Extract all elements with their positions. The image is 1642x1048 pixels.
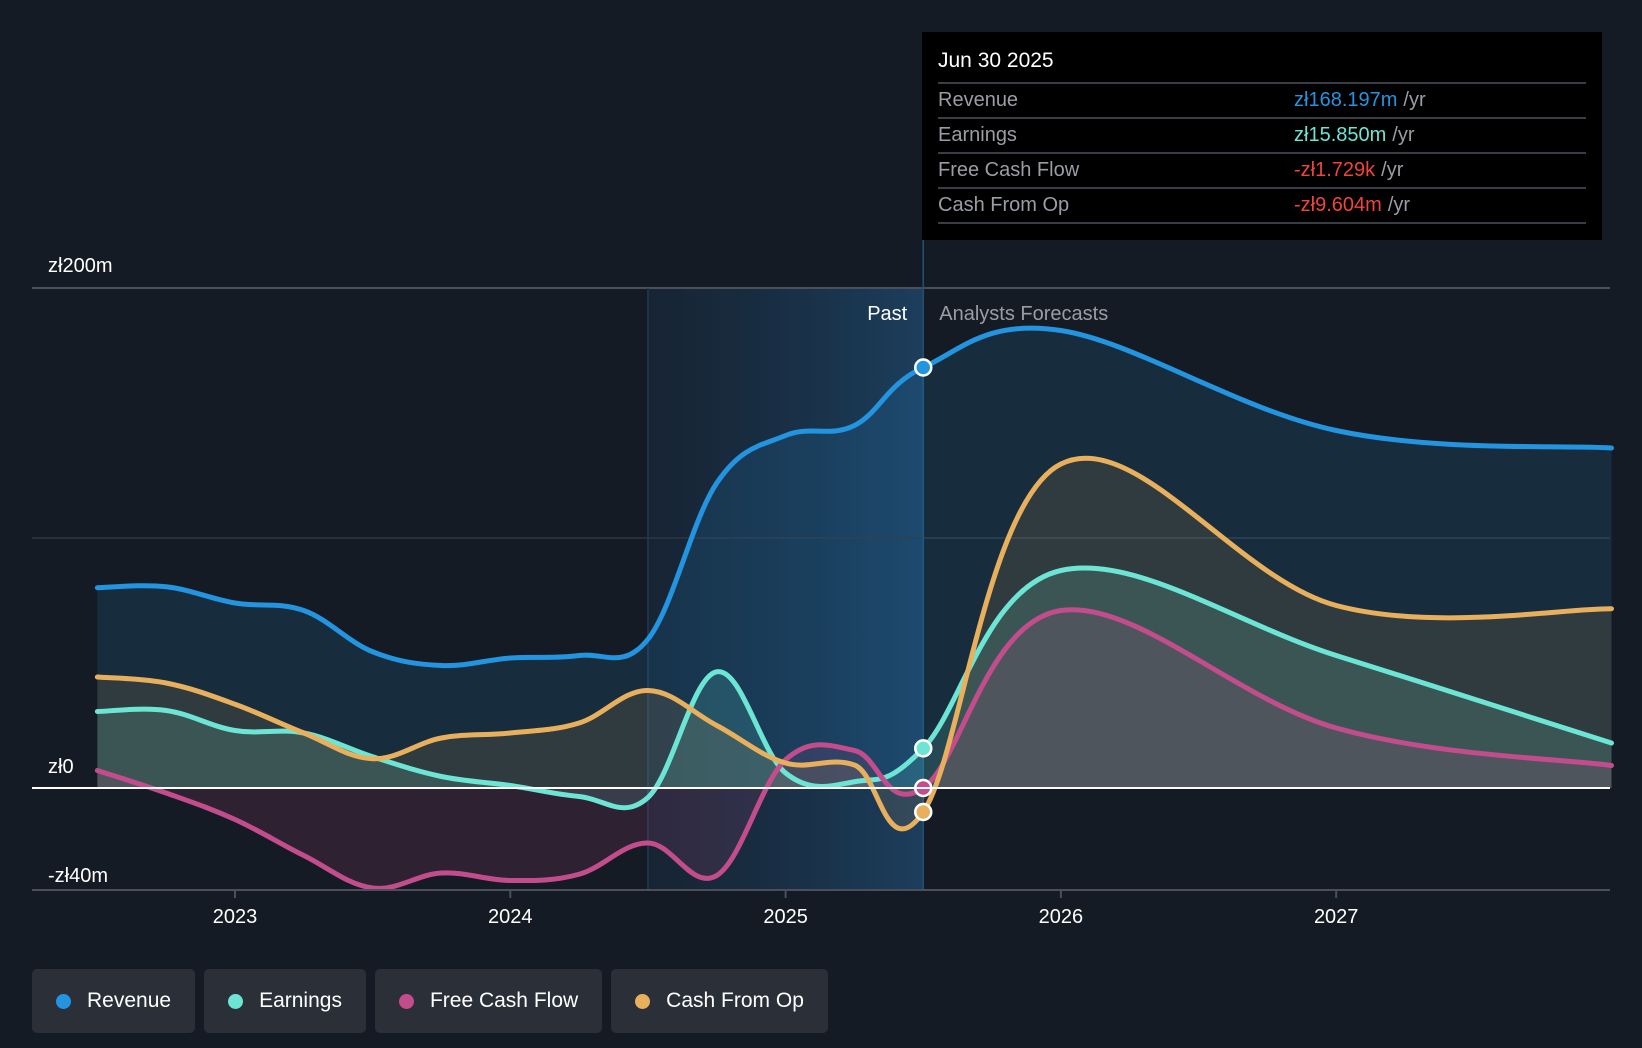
tooltip-value: -zł1.729k bbox=[1294, 159, 1376, 181]
earnings-dot-icon bbox=[228, 993, 244, 1009]
x-tick-label: 2025 bbox=[763, 906, 808, 928]
earnings-marker bbox=[914, 739, 933, 758]
free-cash-flow-line bbox=[94, 607, 1614, 891]
tooltip: Jun 30 2025 Revenue zł168.197m /yr Earni… bbox=[922, 32, 1602, 240]
revenue-dot-icon bbox=[56, 993, 71, 1009]
legend-label: Cash From Op bbox=[666, 989, 804, 1012]
tooltip-date: Jun 30 2025 bbox=[938, 46, 1586, 84]
legend-label: Free Cash Flow bbox=[429, 989, 579, 1012]
past-shade-region bbox=[647, 288, 924, 890]
legend-item-cash-from-op[interactable]: Cash From Op bbox=[611, 969, 828, 1033]
x-tick-label: 2023 bbox=[213, 906, 258, 928]
revenue-marker bbox=[914, 358, 933, 377]
tooltip-row-earnings: Earnings zł15.850m /yr bbox=[938, 119, 1586, 154]
revenue-line bbox=[94, 325, 1614, 669]
tooltip-label: Revenue bbox=[938, 89, 1019, 111]
free-cash-flow-dot-icon bbox=[398, 993, 414, 1009]
legend-label: Earnings bbox=[259, 989, 342, 1012]
legend-item-revenue[interactable]: Revenue bbox=[32, 969, 196, 1033]
cash-from-op-dot-icon bbox=[635, 993, 651, 1009]
earnings-area bbox=[97, 567, 1612, 808]
cash-from-op-marker bbox=[914, 802, 933, 822]
tooltip-unit: /yr bbox=[1381, 159, 1404, 181]
tooltip-label: Earnings bbox=[938, 124, 1017, 146]
legend-item-earnings[interactable]: Earnings bbox=[204, 969, 366, 1033]
x-tick-label: 2027 bbox=[1314, 906, 1359, 928]
tooltip-label: Free Cash Flow bbox=[938, 159, 1080, 181]
y-tick-label: -zł40m bbox=[48, 865, 108, 887]
legend: Revenue Earnings Free Cash Flow Cash Fro… bbox=[32, 969, 828, 1033]
tooltip-unit: /yr bbox=[1392, 124, 1415, 146]
tooltip-row-free-cash-flow: Free Cash Flow -zł1.729k /yr bbox=[938, 154, 1586, 189]
cash-from-op-line bbox=[94, 455, 1614, 832]
tooltip-value: zł15.850m bbox=[1294, 124, 1387, 146]
tooltip-unit: /yr bbox=[1387, 194, 1411, 216]
tooltip-value: -zł9.604m bbox=[1294, 194, 1382, 216]
revenue-area bbox=[97, 328, 1612, 788]
y-tick-label: zł200m bbox=[48, 255, 112, 277]
free-cash-flow-area bbox=[97, 609, 1612, 889]
y-tick-label: zł0 bbox=[48, 756, 74, 778]
legend-item-free-cash-flow[interactable]: Free Cash Flow bbox=[374, 969, 603, 1033]
tooltip-value: zł168.197m bbox=[1294, 89, 1398, 111]
forecast-label: Analysts Forecasts bbox=[939, 303, 1108, 325]
tooltip-row-cash-from-op: Cash From Op -zł9.604m /yr bbox=[938, 189, 1586, 224]
tooltip-row-revenue: Revenue zł168.197m /yr bbox=[938, 84, 1586, 119]
x-tick-label: 2024 bbox=[488, 906, 533, 928]
tooltip-unit: /yr bbox=[1403, 89, 1426, 111]
legend-label: Revenue bbox=[87, 989, 172, 1012]
x-tick-label: 2026 bbox=[1039, 906, 1084, 928]
tooltip-label: Cash From Op bbox=[938, 194, 1070, 216]
past-label: Past bbox=[867, 303, 907, 325]
